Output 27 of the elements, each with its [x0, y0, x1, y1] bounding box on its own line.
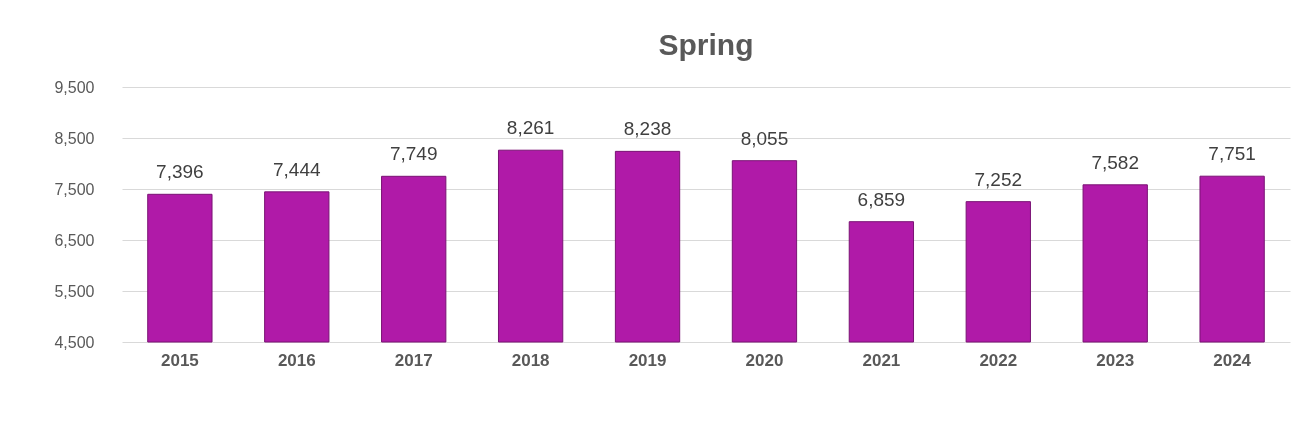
x-tick-label: 2024	[1213, 350, 1252, 370]
x-tick-label: 2023	[1096, 350, 1135, 370]
data-label: 8,261	[506, 117, 555, 139]
chart-title: Spring	[658, 28, 754, 61]
data-label: 8,055	[740, 127, 789, 149]
y-tick-label: 8,500	[54, 129, 95, 147]
data-label: 7,749	[389, 143, 438, 165]
x-tick-label: 2019	[628, 350, 667, 370]
data-label: 6,859	[857, 188, 906, 210]
x-tick-label: 2020	[745, 350, 784, 370]
data-label: 8,238	[623, 118, 672, 140]
data-label: 7,252	[974, 168, 1023, 190]
data-label: 7,396	[156, 161, 204, 183]
x-tick-label: 2017	[394, 350, 433, 370]
y-tick-label: 6,500	[54, 231, 95, 249]
y-tick-label: 5,500	[54, 282, 95, 300]
x-tick-label: 2022	[979, 350, 1018, 370]
x-tick-label: 2015	[160, 350, 199, 370]
x-tick-label: 2018	[511, 350, 550, 370]
data-label: 7,444	[273, 158, 321, 180]
x-tick-label: 2021	[862, 350, 901, 370]
y-tick-label: 4,500	[54, 333, 95, 351]
y-tick-label: 7,500	[54, 180, 95, 198]
data-label: 7,582	[1091, 151, 1139, 173]
data-label: 7,751	[1208, 143, 1256, 165]
x-tick-label: 2016	[277, 350, 316, 370]
y-tick-label: 9,500	[54, 78, 95, 96]
